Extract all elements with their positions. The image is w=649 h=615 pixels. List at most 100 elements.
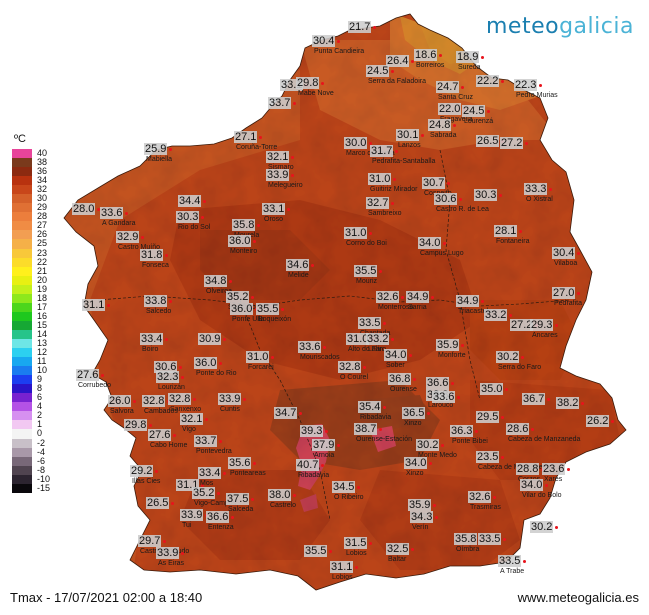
station-marker[interactable]: 34.9 Sarria <box>406 291 435 313</box>
station-marker[interactable]: 33.8 Salcedo <box>144 295 173 317</box>
station-marker[interactable]: 33.3 O Xistral <box>524 183 553 205</box>
station-marker[interactable]: 34.3 Verín <box>410 511 439 533</box>
station-marker[interactable]: 36.7 <box>522 393 551 405</box>
station-marker[interactable]: 33.4 Mos <box>198 467 227 489</box>
station-marker[interactable]: 31.0 Corno do Boi <box>344 227 387 249</box>
station-marker[interactable]: 39.3 <box>300 425 329 437</box>
station-marker[interactable]: 26.4 <box>386 55 415 67</box>
station-marker[interactable]: 18.6 Borreiros <box>414 49 444 71</box>
station-marker[interactable]: 23.5 Cabeza de Manzaneda <box>476 451 550 473</box>
station-marker[interactable]: 29.8 <box>124 419 153 431</box>
station-marker[interactable]: 34.0 Sober <box>384 349 413 371</box>
station-marker[interactable]: 33.4 Boiro <box>140 333 169 355</box>
station-marker[interactable]: 27.2 <box>500 137 529 149</box>
station-marker[interactable]: 35.6 Ponteareas <box>228 457 266 479</box>
station-marker[interactable]: 33.5 A Trabe <box>498 555 527 577</box>
station-marker[interactable]: 33.5 <box>478 533 507 545</box>
station-marker[interactable]: 37.5 Salceda <box>226 493 255 515</box>
station-marker[interactable]: 33.9 Melegueiro <box>266 169 303 191</box>
station-marker[interactable]: 35.5 Mouriz <box>354 265 383 287</box>
station-marker[interactable]: 32.1 Vigo <box>180 413 209 435</box>
station-marker[interactable]: 34.6 Melide <box>286 259 315 281</box>
station-marker[interactable]: 24.8 Sabrada <box>428 119 456 141</box>
station-marker[interactable]: 24.5 Lourenzá <box>462 105 493 127</box>
station-marker[interactable]: 26.5 <box>146 497 175 509</box>
station-marker[interactable]: 31.7 Pedrafita-Santaballa <box>370 145 435 167</box>
station-marker[interactable]: 29.8 Mabe Nove <box>296 77 334 99</box>
station-marker[interactable]: 36.0 Monteiro <box>228 235 257 257</box>
station-marker[interactable]: 30.2 Serra do Faro <box>496 351 541 373</box>
station-marker[interactable]: 30.4 Punta Candieira <box>312 35 364 57</box>
station-marker[interactable]: 29.2 Illas Cies <box>130 465 160 487</box>
station-marker[interactable]: 32.8 Sanxenxo <box>168 393 201 415</box>
station-marker[interactable]: 27.0 Pedrafita <box>552 287 582 309</box>
station-marker[interactable]: 37.9 Arnoia <box>312 439 341 461</box>
station-marker[interactable]: 26.2 <box>586 415 615 427</box>
station-marker[interactable]: 32.3 Lourizán <box>156 371 185 393</box>
station-marker[interactable]: 36.8 Ourense <box>388 373 417 395</box>
station-marker[interactable]: 18.9 Sureda <box>456 51 485 73</box>
station-marker[interactable]: 33.2 <box>484 309 513 321</box>
station-marker[interactable]: 31.0 Guitiriz Mirador <box>368 173 417 195</box>
station-marker[interactable]: 27.6 Cabo Home <box>148 429 187 451</box>
station-marker[interactable]: 30.4 Vilaboa <box>552 247 581 269</box>
station-marker[interactable]: 24.7 Santa Cruz <box>436 81 473 103</box>
station-marker[interactable]: 29.3 Ancares <box>530 319 559 341</box>
station-marker[interactable]: 30.6 Castro R. de Lea <box>434 193 489 215</box>
station-marker[interactable]: 36.5 Xinzo <box>402 407 431 429</box>
station-marker[interactable]: 28.1 Fontaneira <box>494 225 529 247</box>
station-marker[interactable]: 33.7 <box>268 97 297 109</box>
station-marker[interactable]: 34.8 Olveiroa <box>204 275 233 297</box>
website-link[interactable]: www.meteogalicia.es <box>517 590 639 605</box>
station-marker[interactable]: 32.5 Baltar <box>386 543 415 565</box>
station-marker[interactable]: 31.1 <box>82 299 111 311</box>
station-marker[interactable]: 31.0 Forcarei <box>246 351 275 373</box>
station-marker[interactable]: 33.6 <box>432 391 461 403</box>
station-marker[interactable]: 32.1 Sismaro <box>266 151 295 173</box>
station-marker[interactable]: 33.9 As Eiras <box>156 547 185 569</box>
station-marker[interactable]: 32.7 Sambreixo <box>366 197 401 219</box>
station-marker[interactable]: 33.6 Mouriscados <box>298 341 340 363</box>
station-marker[interactable]: 33.9 Cuntis <box>218 393 247 415</box>
station-marker[interactable]: 31.5 Lobios <box>344 537 373 559</box>
station-marker[interactable]: 34.0 Xinzo <box>404 457 433 479</box>
station-marker[interactable]: 34.4 <box>178 195 207 207</box>
station-marker[interactable]: 35.2 Vigo-Campus <box>192 487 236 509</box>
station-marker[interactable]: 30.2 <box>530 521 559 533</box>
station-marker[interactable]: 22.3 Pedro Murias <box>514 79 558 101</box>
station-marker[interactable]: 28.6 Cabeza de Manzaneda <box>506 423 580 445</box>
station-marker[interactable]: 31.8 Fonseca <box>140 249 169 271</box>
station-marker[interactable]: 36.3 Ponte Bibei <box>450 425 488 447</box>
station-marker[interactable]: 34.7 <box>274 407 303 419</box>
station-marker[interactable]: 38.2 <box>556 397 585 409</box>
station-marker[interactable]: 30.9 <box>198 333 227 345</box>
station-marker[interactable]: 27.6 Corrubedo <box>76 369 111 391</box>
station-marker[interactable]: 34.0 Campus Lugo <box>418 237 464 259</box>
station-marker[interactable]: 33.6 A Gandara <box>100 207 135 229</box>
station-marker[interactable]: 32.8 O Courel <box>338 361 368 383</box>
station-marker[interactable]: 36.6 Entenza <box>206 511 235 533</box>
station-marker[interactable]: 30.3 Rio do Sol <box>176 211 210 233</box>
station-marker[interactable]: 38.7 Ourense-Estación <box>354 423 412 445</box>
station-marker[interactable]: 35.4 Ribadavia <box>358 401 391 423</box>
station-marker[interactable]: 33.9 Tui <box>180 509 209 531</box>
station-marker[interactable]: 22.2 <box>476 75 505 87</box>
station-marker[interactable]: 32.6 Trasmiras <box>468 491 501 513</box>
station-marker[interactable]: 31.1 Lobios <box>330 561 359 583</box>
station-marker[interactable]: 21.7 <box>348 21 377 33</box>
station-marker[interactable]: 26.0 Salvora <box>108 395 137 417</box>
station-marker[interactable]: 27.1 Coruña-Torre <box>234 131 277 153</box>
station-marker[interactable]: 38.0 Castrelo <box>268 489 297 511</box>
station-marker[interactable]: 32.6 Monterroso <box>376 291 413 313</box>
station-marker[interactable]: 30.2 Monte Medo <box>416 439 457 461</box>
station-marker[interactable]: 23.6 Xares <box>542 463 571 485</box>
station-marker[interactable]: 34.9 Triacastela <box>456 295 492 317</box>
station-marker[interactable]: 28.0 <box>72 203 101 215</box>
station-marker[interactable]: 35.9 Monforte <box>436 339 466 361</box>
station-marker[interactable]: 33.2 Lalín <box>366 333 395 355</box>
station-marker[interactable]: 36.0 Ponte do Rio <box>194 357 236 379</box>
station-marker[interactable]: 32.9 Castro Muíño <box>116 231 160 253</box>
station-marker[interactable]: 29.5 <box>476 411 505 423</box>
station-marker[interactable]: 30.1 Lanzos <box>396 129 425 151</box>
station-marker[interactable]: 33.7 Pontevedra <box>194 435 232 457</box>
